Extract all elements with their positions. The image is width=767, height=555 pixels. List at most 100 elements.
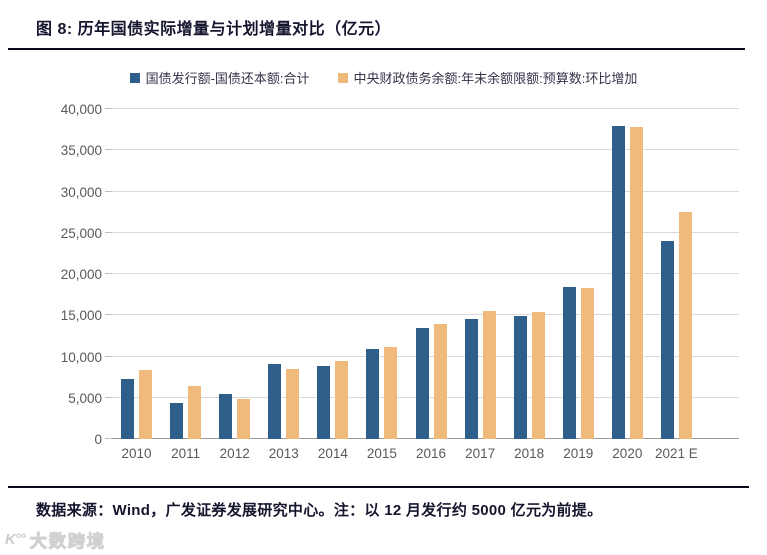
- x-tick-label: 2020: [612, 446, 643, 461]
- gridline: [112, 108, 739, 109]
- bar-actual-2018: [513, 316, 527, 439]
- x-tick-label: 2019: [563, 446, 594, 461]
- legend-swatch-orange: [337, 72, 348, 83]
- figure-title: 图 8: 历年国债实际增量与计划增量对比（亿元）: [36, 21, 392, 38]
- bar-group-2012: 2012: [210, 109, 259, 461]
- gridline: [112, 190, 739, 192]
- bar-pair: [660, 109, 692, 439]
- bar-planned-2010: [139, 369, 153, 439]
- bar-actual-2020: [611, 126, 625, 439]
- y-tick-mark: [105, 314, 112, 316]
- gridline: [112, 314, 739, 316]
- y-tick-label: 0: [94, 432, 102, 447]
- bar-pair: [219, 109, 251, 439]
- y-tick-label: 35,000: [60, 143, 102, 159]
- legend-swatch-blue: [129, 72, 140, 83]
- x-tick-label: 2021 E: [655, 446, 698, 461]
- bar-group-2010: 2010: [112, 109, 161, 461]
- bar-pair: [513, 109, 545, 439]
- x-tick-label: 2010: [121, 446, 152, 461]
- bar-group-2011: 2011: [161, 109, 210, 461]
- watermark-text: 大数跨境: [29, 532, 106, 552]
- bar-actual-2019: [562, 287, 576, 439]
- bar-actual-2011: [170, 402, 184, 439]
- bar-planned-2016: [433, 323, 447, 439]
- source-note: 数据来源：Wind，广发证券发展研究中心。注：以 12 月发行约 5000 亿元…: [36, 502, 603, 519]
- bar-group-2014: 2014: [308, 109, 357, 461]
- y-tick-mark: [105, 149, 112, 151]
- bar-pair: [317, 109, 349, 439]
- bar-group-2018: 2018: [505, 109, 554, 461]
- y-tick-label: 25,000: [60, 225, 102, 241]
- x-tick-label: 2017: [465, 446, 496, 461]
- y-tick-mark: [105, 355, 112, 357]
- chart-legend: 国债发行额-国债还本额:合计 中央财政债务余额:年末余额限额:预算数:环比增加: [0, 68, 767, 87]
- bar-pair: [415, 109, 447, 439]
- plot-area: 2010 2011 2012 2013 2014 2015 2016 2017 2018 2019…: [105, 108, 739, 461]
- x-tick-label: 2014: [317, 446, 348, 461]
- legend-label-planned-increase: 中央财政债务余额:年末余额限额:预算数:环比增加: [353, 71, 638, 86]
- y-tick-mark: [105, 438, 112, 439]
- bar-group-2019: 2019: [554, 109, 603, 461]
- bar-pair: [268, 109, 300, 439]
- bar-planned-2018: [531, 311, 545, 439]
- bar-planned-2017: [482, 311, 496, 439]
- bar-planned-2011: [188, 386, 202, 439]
- bar-pair: [121, 109, 153, 439]
- y-tick-mark: [105, 108, 112, 109]
- bar-pair: [170, 109, 202, 439]
- x-tick-label: 2018: [514, 446, 545, 461]
- bar-pair: [366, 109, 398, 439]
- bar-planned-2015: [384, 347, 398, 439]
- bar-pair: [611, 109, 643, 439]
- bar-group-2020: 2020: [603, 109, 652, 461]
- footer-divider: [8, 486, 749, 488]
- bar-actual-2013: [268, 363, 282, 439]
- bar-planned-2020: [629, 127, 643, 439]
- y-tick-label: 30,000: [60, 184, 102, 200]
- bar-group-2013: 2013: [259, 109, 308, 461]
- bar-actual-2017: [464, 318, 478, 439]
- legend-label-actual-increase: 国债发行额-国债还本额:合计: [145, 71, 310, 86]
- watermark: K°° 大数跨境: [5, 527, 106, 552]
- y-tick-label: 10,000: [60, 349, 102, 365]
- y-tick-label: 5,000: [68, 390, 102, 406]
- gridline: [112, 149, 739, 151]
- gridline: [112, 231, 739, 233]
- bar-planned-2012: [237, 398, 251, 439]
- bar-actual-2021E: [660, 241, 674, 439]
- x-tick-label: 2013: [268, 446, 299, 461]
- bar-planned-2013: [286, 368, 300, 439]
- watermark-logo-icon: K°°: [5, 531, 26, 548]
- y-tick-label: 40,000: [60, 102, 102, 117]
- bars-area: 2010 2011 2012 2013 2014 2015 2016 2017 2018 2019…: [112, 109, 739, 461]
- bar-group-2016: 2016: [406, 109, 455, 461]
- y-tick-mark: [105, 231, 112, 233]
- bar-planned-2014: [335, 360, 349, 439]
- bar-group-2017: 2017: [456, 109, 505, 461]
- bar-actual-2012: [219, 394, 233, 439]
- y-tick-mark: [105, 396, 112, 398]
- y-tick-label: 15,000: [60, 308, 102, 324]
- x-tick-label: 2011: [171, 446, 201, 461]
- x-tick-label: 2016: [415, 446, 447, 461]
- title-divider: [8, 48, 745, 50]
- bar-pair: [562, 109, 594, 439]
- bar-actual-2016: [415, 328, 429, 439]
- bar-actual-2014: [317, 365, 331, 439]
- y-tick-mark: [105, 190, 112, 192]
- bar-planned-2019: [580, 288, 594, 439]
- bar-chart: 0 5,000 10,000 15,000 20,000 25,000 30,000 35,0…: [0, 102, 739, 461]
- bar-actual-2015: [366, 349, 380, 439]
- y-tick-mark: [105, 273, 112, 274]
- bar-planned-2021E: [678, 212, 692, 439]
- bar-group-2015: 2015: [357, 109, 406, 461]
- x-tick-label: 2012: [219, 446, 250, 461]
- y-tick-label: 20,000: [60, 267, 102, 282]
- y-axis-labels: 0 5,000 10,000 15,000 20,000 25,000 30,000 35,0…: [0, 102, 112, 447]
- x-tick-label: 2015: [366, 446, 397, 461]
- bar-actual-2010: [121, 378, 135, 439]
- bar-pair: [464, 109, 496, 439]
- legend-item-actual-increase: 国债发行额-国债还本额:合计: [129, 68, 310, 87]
- legend-item-planned-increase: 中央财政债务余额:年末余额限额:预算数:环比增加: [337, 68, 638, 87]
